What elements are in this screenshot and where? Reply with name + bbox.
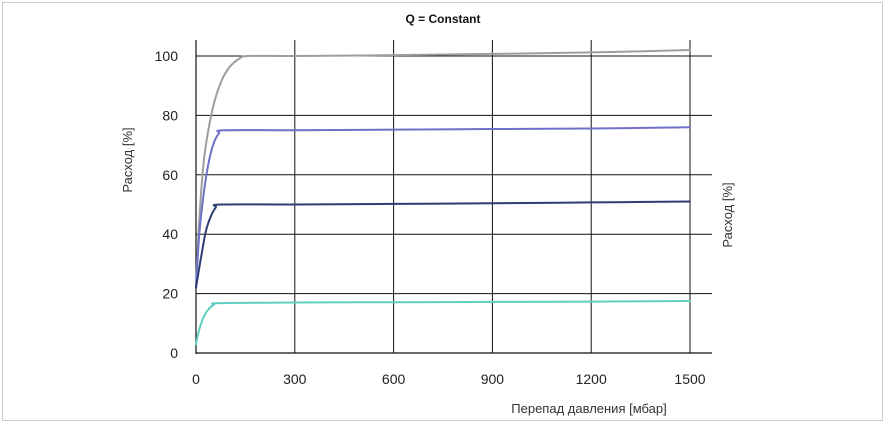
x-tick-label: 600 — [382, 371, 406, 387]
series-line-4 — [195, 300, 691, 346]
y-tick-label: 100 — [155, 48, 179, 64]
y-tick-label: 0 — [170, 345, 178, 361]
x-tick-label: 300 — [283, 371, 307, 387]
y-tick-label: 80 — [162, 107, 178, 123]
y-tick-label: 20 — [162, 286, 178, 302]
chart-title: Q = Constant — [405, 12, 480, 26]
x-tick-label: 900 — [481, 371, 505, 387]
series-line-1 — [195, 49, 691, 289]
series-line-3 — [195, 200, 691, 289]
x-tick-label: 1500 — [674, 371, 705, 387]
x-tick-label: 0 — [192, 371, 200, 387]
y-axis-label: Расход [%] — [120, 127, 135, 192]
x-axis-label: Перепад давления [мбар] — [511, 401, 666, 416]
chart-frame — [2, 2, 883, 421]
series-line-2 — [195, 126, 691, 289]
x-tick-label: 1200 — [576, 371, 607, 387]
series-group — [195, 49, 691, 346]
grid — [195, 40, 712, 354]
y-tick-labels: 0 20 40 60 80 100 — [155, 48, 179, 361]
y-axis-label-right: Расход [%] — [720, 182, 735, 247]
x-tick-labels: 0 300 600 900 1200 1500 — [192, 371, 706, 387]
y-tick-label: 60 — [162, 167, 178, 183]
y-tick-label: 40 — [162, 226, 178, 242]
